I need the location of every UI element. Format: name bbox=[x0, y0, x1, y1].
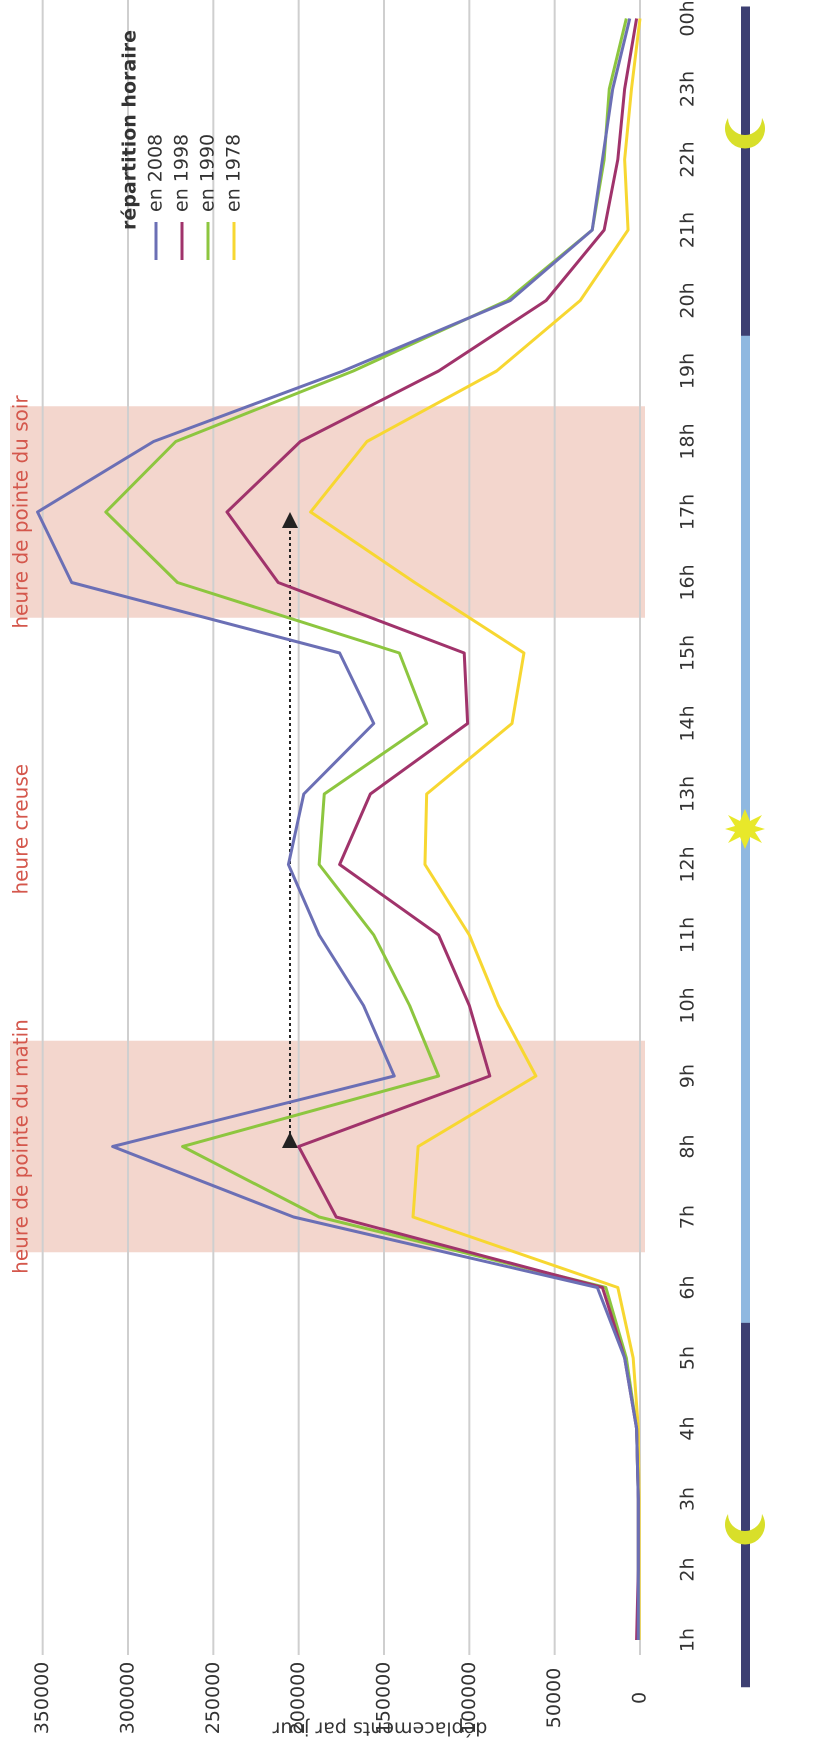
x-tick-label: 12h bbox=[677, 846, 699, 882]
series-line bbox=[225, 18, 640, 1641]
x-tick-label: 7h bbox=[677, 1205, 699, 1229]
legend-label: en 1978 bbox=[223, 134, 245, 212]
x-tick-label: 20h bbox=[677, 282, 699, 318]
x-tick-label: 17h bbox=[677, 494, 699, 530]
x-tick-label: 9h bbox=[677, 1064, 699, 1088]
x-tick-label: 19h bbox=[677, 353, 699, 389]
y-tick-label: 200000 bbox=[287, 1662, 309, 1735]
night-bar bbox=[741, 1322, 750, 1688]
peak-band bbox=[10, 406, 645, 618]
x-tick-label: 14h bbox=[677, 705, 699, 741]
moon-icon bbox=[725, 118, 765, 149]
annotation: heure de pointe du soir bbox=[9, 395, 33, 629]
legend-label: en 2008 bbox=[145, 134, 167, 212]
legend-title: répartition horaire bbox=[119, 30, 141, 230]
y-tick-label: 100000 bbox=[458, 1662, 480, 1735]
y-tick-label: 250000 bbox=[202, 1662, 224, 1735]
x-tick-label: 8h bbox=[677, 1134, 699, 1158]
moon-icon bbox=[725, 1514, 766, 1545]
x-tick-label: 5h bbox=[677, 1346, 699, 1370]
legend-label: en 1990 bbox=[197, 134, 219, 212]
y-tick-label: 150000 bbox=[373, 1662, 395, 1735]
x-tick-label: 22h bbox=[677, 141, 699, 177]
x-tick-label: 18h bbox=[677, 423, 699, 459]
y-tick-label: 300000 bbox=[117, 1662, 139, 1735]
x-tick-label: 16h bbox=[677, 564, 699, 600]
x-tick-label: 15h bbox=[677, 635, 699, 671]
series-line bbox=[104, 18, 640, 1640]
x-tick-label: 4h bbox=[677, 1416, 699, 1440]
x-tick-label: 00h bbox=[677, 0, 699, 36]
x-tick-label: 11h bbox=[677, 917, 699, 953]
x-tick-label: 13h bbox=[677, 776, 699, 812]
x-tick-label: 23h bbox=[677, 71, 699, 107]
y-tick-label: 50000 bbox=[543, 1668, 565, 1728]
annotation: heure creuse bbox=[9, 764, 33, 895]
x-tick-label: 21h bbox=[677, 212, 699, 248]
series-line bbox=[309, 18, 642, 1640]
y-axis-label: déplacements par jour bbox=[272, 1718, 487, 1740]
series-line bbox=[36, 18, 640, 1640]
y-tick-label: 0 bbox=[629, 1692, 651, 1704]
background-layer bbox=[10, 0, 750, 1688]
x-tick-label: 10h bbox=[677, 987, 699, 1023]
x-tick-label: 3h bbox=[677, 1487, 699, 1511]
x-tick-label: 6h bbox=[677, 1275, 699, 1299]
x-tick-label: 1h bbox=[677, 1628, 699, 1652]
y-tick-label: 350000 bbox=[31, 1662, 53, 1735]
x-tick-label: 2h bbox=[677, 1557, 699, 1581]
sun-icon bbox=[725, 809, 765, 849]
annotation: heure de pointe du matin bbox=[9, 1019, 33, 1274]
legend-label: en 1998 bbox=[171, 134, 193, 212]
